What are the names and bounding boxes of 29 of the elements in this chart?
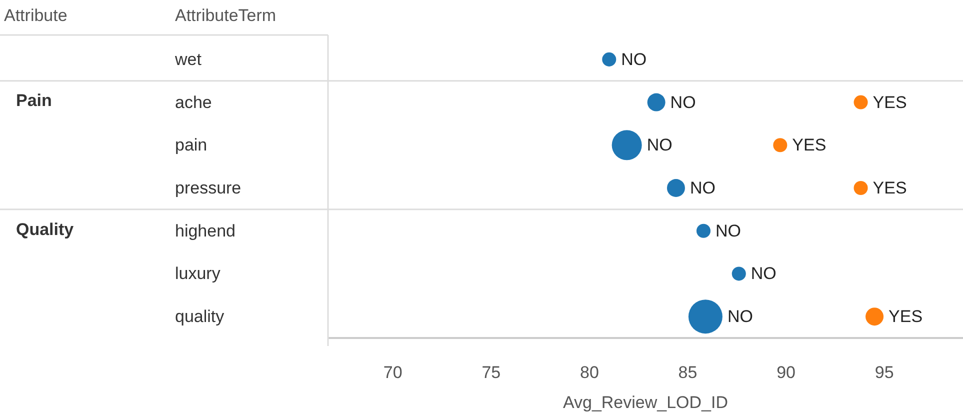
x-tick-label: 85 bbox=[678, 363, 698, 382]
x-tick-label: 70 bbox=[383, 363, 402, 382]
x-axis-title: Avg_Review_LOD_ID bbox=[562, 393, 728, 412]
x-tick-label: 75 bbox=[482, 363, 501, 382]
y-tick-label: ache bbox=[175, 92, 212, 112]
text: YES bbox=[872, 178, 907, 198]
text: Quality bbox=[16, 220, 74, 240]
text: NO bbox=[670, 92, 696, 112]
y-tick-label: quality bbox=[175, 307, 225, 326]
y-axis-title: AttributeTerm bbox=[175, 6, 276, 26]
y-tick-label: luxury bbox=[175, 264, 221, 284]
text: Pain bbox=[16, 91, 52, 112]
text: YES bbox=[792, 136, 826, 155]
text: NO bbox=[690, 178, 716, 198]
text: NO bbox=[716, 221, 742, 240]
x-tick-label: 90 bbox=[776, 363, 796, 382]
series-label: NO bbox=[621, 50, 647, 69]
x-tick-label: 95 bbox=[874, 363, 894, 382]
text: NO bbox=[727, 307, 753, 326]
text: Attribute bbox=[4, 6, 68, 26]
y-tick-label: wet bbox=[174, 50, 202, 69]
y-tick-label: highend bbox=[175, 221, 236, 240]
text: YES bbox=[888, 307, 923, 326]
x-tick-label: 80 bbox=[580, 363, 599, 382]
text: NO bbox=[646, 136, 672, 155]
series-label: YES bbox=[872, 92, 907, 112]
y-tick-label: pressure bbox=[175, 178, 242, 198]
text: NO bbox=[750, 264, 776, 284]
y-tick-label: pain bbox=[175, 136, 208, 155]
